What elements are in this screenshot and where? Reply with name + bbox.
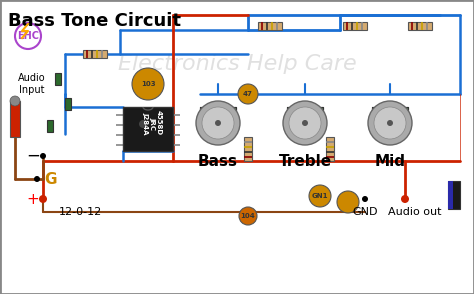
Circle shape (139, 120, 147, 128)
Bar (244, 141, 252, 143)
Text: Audio out: Audio out (388, 207, 442, 217)
Bar (361, 22, 363, 30)
Bar (10, 101, 20, 137)
Circle shape (289, 107, 321, 139)
Circle shape (374, 107, 406, 139)
Bar (351, 22, 353, 30)
Text: Mid: Mid (374, 154, 405, 169)
Text: 104: 104 (241, 213, 255, 219)
Bar (326, 146, 334, 148)
Bar (244, 151, 252, 153)
Bar (276, 22, 278, 30)
Bar (244, 137, 252, 161)
Text: Audio
Input: Audio Input (18, 73, 46, 95)
Bar (96, 50, 98, 58)
Circle shape (40, 153, 46, 159)
Bar (372, 107, 408, 115)
Circle shape (362, 196, 368, 202)
Bar (411, 22, 413, 30)
Circle shape (401, 195, 409, 203)
Bar (416, 22, 418, 30)
Text: 12-0-12: 12-0-12 (58, 207, 101, 217)
Bar (173, 114, 180, 116)
Circle shape (239, 207, 257, 225)
Bar (116, 134, 123, 136)
Text: 4558D
JRC
J284A: 4558D JRC J284A (142, 111, 162, 136)
Bar (173, 124, 180, 126)
Bar (47, 120, 53, 132)
Text: +: + (27, 191, 39, 206)
Bar (448, 181, 460, 209)
Bar (372, 107, 408, 129)
Bar (261, 22, 263, 30)
Bar (343, 22, 367, 30)
Bar (448, 181, 453, 209)
Bar (421, 22, 423, 30)
Text: Bass: Bass (198, 154, 238, 169)
Bar (326, 156, 334, 158)
Circle shape (387, 120, 393, 126)
Circle shape (283, 101, 327, 145)
Circle shape (368, 101, 412, 145)
Bar (173, 134, 180, 136)
Text: GND: GND (352, 207, 378, 217)
Bar (266, 22, 268, 30)
Text: Treble: Treble (278, 154, 331, 169)
Circle shape (337, 191, 359, 213)
Bar (287, 107, 323, 115)
Bar (101, 50, 103, 58)
Bar (83, 50, 107, 58)
Circle shape (132, 68, 164, 100)
Circle shape (39, 195, 47, 203)
Bar (356, 22, 358, 30)
Bar (326, 151, 334, 153)
Text: Electronics Help Care: Electronics Help Care (118, 54, 356, 74)
Bar (65, 98, 71, 110)
Bar (86, 50, 88, 58)
Circle shape (309, 185, 331, 207)
Bar (116, 114, 123, 116)
Bar (271, 22, 273, 30)
Bar (116, 124, 123, 126)
Text: EHC: EHC (17, 31, 39, 41)
Circle shape (196, 101, 240, 145)
Bar (200, 107, 236, 129)
Bar (55, 73, 61, 85)
Bar (326, 137, 334, 161)
Bar (244, 146, 252, 148)
Text: G: G (44, 171, 56, 186)
Circle shape (10, 96, 20, 106)
Circle shape (34, 176, 40, 182)
Circle shape (202, 107, 234, 139)
Bar (123, 107, 173, 151)
Circle shape (15, 23, 41, 49)
Text: −: − (26, 147, 40, 165)
Bar (244, 156, 252, 158)
Bar (346, 22, 348, 30)
Bar (91, 50, 93, 58)
Circle shape (302, 120, 308, 126)
Bar (173, 144, 180, 146)
Circle shape (238, 84, 258, 104)
Text: Bass Tone Circuit: Bass Tone Circuit (8, 12, 181, 30)
Bar (258, 22, 282, 30)
Bar (326, 141, 334, 143)
Text: GN1: GN1 (312, 193, 328, 199)
Text: 103: 103 (141, 81, 155, 87)
Circle shape (215, 120, 221, 126)
Bar (287, 107, 323, 129)
Bar (200, 107, 236, 115)
Bar (116, 144, 123, 146)
Bar (426, 22, 428, 30)
Text: 47: 47 (243, 91, 253, 97)
Bar (408, 22, 432, 30)
